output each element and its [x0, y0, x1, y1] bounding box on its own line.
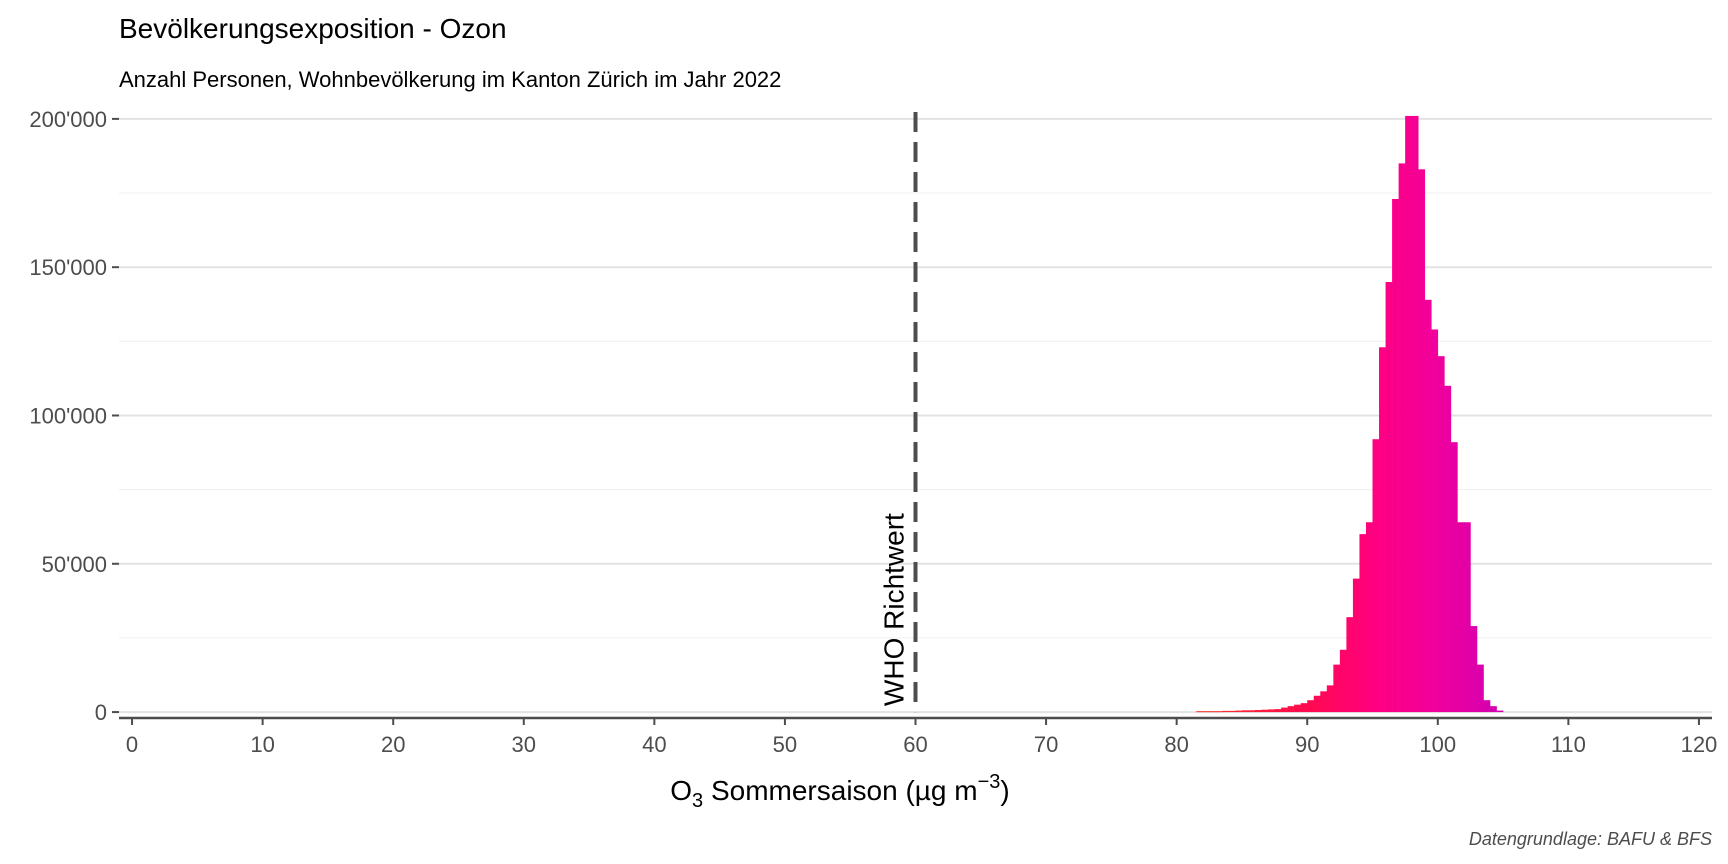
y-tick-label: 150'000 [29, 255, 107, 280]
histogram-bar [1352, 578, 1360, 713]
histogram-bar [1307, 700, 1315, 713]
x-tick-label: 0 [126, 732, 138, 757]
histogram-bar [1228, 710, 1236, 713]
histogram-bar [1470, 626, 1478, 713]
histogram-bar [1418, 169, 1426, 713]
histogram-bar [1241, 710, 1249, 713]
x-tick-label: 120 [1681, 732, 1718, 757]
histogram-bar [1294, 704, 1301, 713]
x-tick-label: 30 [512, 732, 536, 757]
histogram-bar [1450, 442, 1458, 713]
histogram-bar [1483, 700, 1491, 713]
histogram-bar [1300, 703, 1308, 713]
histogram-bar [1437, 356, 1445, 713]
histogram-bar [1320, 691, 1328, 713]
histogram-bar [1457, 522, 1465, 713]
histogram-bar [1405, 115, 1412, 713]
histogram-bar [1365, 522, 1373, 713]
histogram-bar [1268, 709, 1275, 713]
axes: 0 10 20 30 40 50 60 70 80 90 100 110 120 0 50'000 100'0… [29, 107, 1717, 757]
x-tick-label: 110 [1551, 732, 1586, 757]
histogram-bar [1215, 711, 1223, 713]
histogram-bar [1385, 282, 1393, 713]
x-tick-label: 50 [773, 732, 797, 757]
y-tick-label: 0 [95, 700, 107, 725]
histogram-bar [1313, 695, 1321, 713]
histogram-bar [1287, 706, 1295, 713]
histogram-bar [1444, 385, 1452, 713]
histogram-bar [1261, 709, 1269, 713]
histogram-bar [1476, 664, 1484, 713]
x-tick-label: 90 [1295, 732, 1319, 757]
histogram-bar [1235, 710, 1243, 713]
y-tick-label: 200'000 [29, 107, 107, 132]
histogram-bar [1463, 522, 1471, 713]
histogram-bars [1196, 115, 1504, 713]
x-tick-label: 10 [250, 732, 274, 757]
x-tick-label: 40 [642, 732, 666, 757]
histogram-bar [1196, 711, 1204, 713]
x-tick-label: 80 [1164, 732, 1188, 757]
histogram-bar [1346, 617, 1354, 713]
who-reference-label: WHO Richtwert [879, 513, 910, 706]
histogram-bar [1274, 709, 1282, 713]
x-tick-label: 70 [1034, 732, 1058, 757]
chart-title: Bevölkerungsexposition - Ozon [119, 13, 507, 44]
y-tick-label: 50'000 [42, 552, 107, 577]
x-axis-title-main: O [670, 775, 692, 806]
chart-subtitle: Anzahl Personen, Wohnbevölkerung im Kant… [119, 67, 781, 92]
x-tick-label: 60 [903, 732, 927, 757]
x-axis-title-body: Sommersaison (µg m [703, 775, 977, 806]
data-source-caption: Datengrundlage: BAFU & BFS [1469, 829, 1712, 849]
reference-line-group: WHO Richtwert [879, 112, 918, 713]
histogram-bar [1431, 329, 1439, 713]
histogram-bar [1359, 534, 1367, 713]
histogram-bar [1411, 115, 1419, 713]
histogram-bar [1424, 299, 1432, 713]
histogram-bar [1496, 710, 1504, 713]
x-axis-title-end: ) [1000, 775, 1009, 806]
histogram-bar [1248, 710, 1256, 713]
histogram-bar [1398, 163, 1406, 713]
histogram-bar [1254, 709, 1262, 713]
histogram-bar [1326, 685, 1334, 713]
y-tick-label: 100'000 [29, 403, 107, 428]
histogram-bar [1372, 439, 1380, 713]
histogram-bar [1392, 198, 1399, 713]
histogram-bar [1490, 706, 1497, 713]
histogram-bar [1202, 711, 1210, 713]
x-tick-label: 20 [381, 732, 405, 757]
histogram-bar [1333, 664, 1341, 713]
x-axis-title-subscript: 3 [692, 790, 703, 812]
histogram-bar [1379, 347, 1386, 713]
x-axis-title-superscript: −3 [978, 771, 1001, 793]
histogram-bar [1222, 710, 1230, 713]
x-axis-title: O3 Sommersaison (µg m−3) [670, 771, 1009, 812]
x-tick-label: 100 [1419, 732, 1456, 757]
histogram-bar [1209, 711, 1217, 713]
histogram-bar [1281, 707, 1288, 713]
histogram-bar [1339, 649, 1347, 713]
